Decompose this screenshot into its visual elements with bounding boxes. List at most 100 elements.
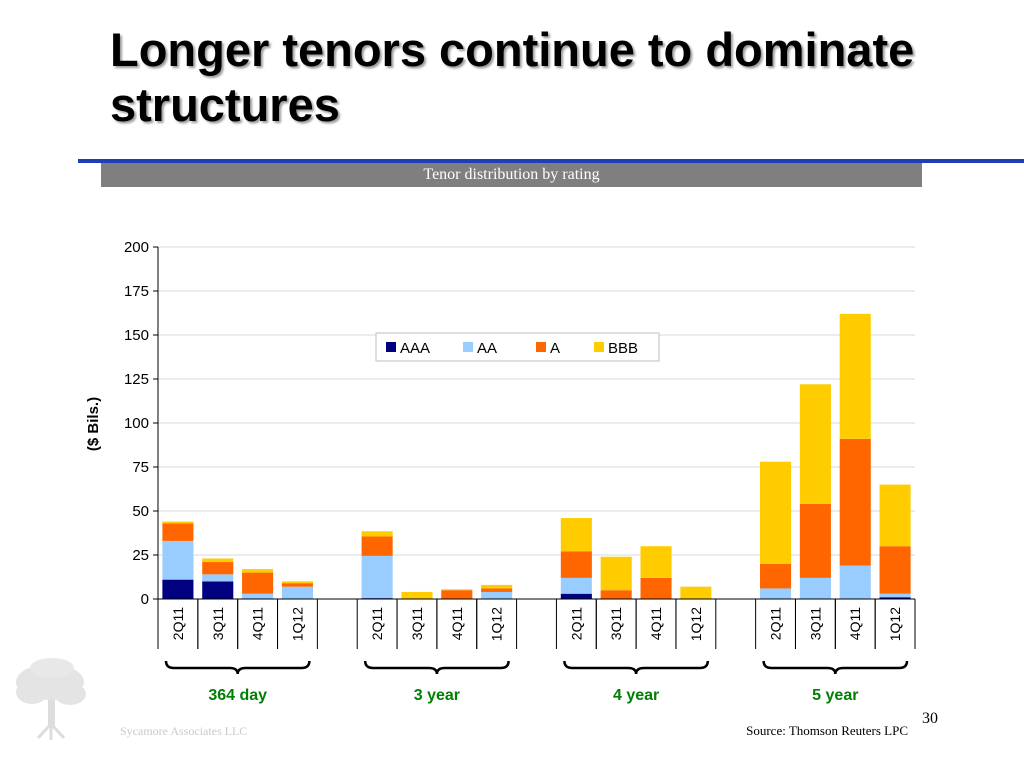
company-name: Sycamore Associates LLC [120,724,248,738]
legend-swatch-aaa [386,342,396,352]
bar-bbb [202,558,234,563]
group-brace [164,660,311,675]
group-brace [762,660,909,675]
bar-a [162,523,194,541]
bar-aa [879,593,911,598]
legend-label-a: A [550,340,560,357]
source-note: Source: Thomson Reuters LPC [746,723,908,738]
bar-a [839,438,871,566]
bar-a [441,590,473,599]
bar-a [361,536,393,556]
x-tick-label: 2Q11 [369,607,385,640]
x-tick-label: 2Q11 [170,607,186,640]
group-label: 3 year [414,687,460,704]
bar-a [242,572,274,594]
x-tick-label: 3Q11 [409,607,425,640]
legend-label-aa: AA [477,340,497,357]
x-tick-label: 4Q11 [648,607,664,640]
page-number: 30 [922,710,938,727]
bar-bbb [680,586,712,599]
title-rule [78,159,1024,163]
bar-bbb [560,518,592,552]
bar-bbb [441,589,473,591]
bar-aa [202,574,234,582]
bar-aa [799,577,831,599]
bar-aaa [879,597,911,599]
bar-aa [560,577,592,594]
bar-a [600,590,632,599]
bar-a [879,546,911,594]
bar-a [640,577,672,599]
bar-aa [361,555,393,599]
x-tick-label: 3Q11 [807,607,823,640]
bar-aaa [560,593,592,599]
x-tick-label: 1Q12 [289,607,305,641]
legend-label-bbb: BBB [608,340,638,357]
bar-bbb [600,556,632,591]
y-tick-label: 75 [132,459,149,476]
y-axis-label: ($ Bils.) [85,397,102,451]
y-tick-label: 200 [124,239,149,256]
bar-a [202,562,234,575]
chart-banner: Tenor distribution by rating [101,163,922,187]
bar-aa [839,565,871,599]
chart-groups: 364 day 3 year 4 year 5 year [164,660,909,704]
y-tick-label: 50 [132,503,149,520]
group-label: 5 year [812,687,858,704]
x-tick-label: 1Q12 [688,607,704,641]
bar-bbb [879,484,911,547]
bar-bbb [481,584,513,589]
bar-aa [760,588,792,599]
x-tick-label: 4Q11 [250,607,266,640]
x-tick-label: 3Q11 [210,607,226,640]
y-tick-label: 125 [124,371,149,388]
bar-a [760,563,792,589]
bar-bbb [760,461,792,564]
bar-bbb [839,313,871,439]
bar-aaa [202,581,234,599]
tree-logo [16,658,86,740]
y-tick-label: 100 [124,415,149,432]
x-tick-label: 3Q11 [608,607,624,640]
legend-swatch-bbb [594,342,604,352]
bar-bbb [361,531,393,537]
x-tick-label: 4Q11 [847,607,863,640]
legend-swatch-a [536,342,546,352]
bar-a [481,588,513,592]
bar-a [281,583,313,587]
bar-a [799,503,831,578]
x-tick-label: 1Q12 [887,607,903,641]
slide-title: Longer tenors continue to dominate struc… [110,23,915,131]
chart-legend: AAA AA A BBB [375,332,660,362]
y-tick-label: 150 [124,327,149,344]
bar-bbb [799,384,831,504]
group-brace [363,660,510,675]
bar-a [560,551,592,578]
legend-swatch-aa [463,342,473,352]
bar-bbb [640,546,672,578]
bar-aa [481,591,513,599]
chart-axes: 0 25 50 75 100 125 150 175 200 ($ Bils.) 2Q11 3Q11 4… [85,239,916,649]
x-tick-label: 1Q12 [489,607,505,641]
bar-aa [281,586,313,599]
group-brace [563,660,710,675]
x-tick-label: 2Q11 [568,607,584,640]
group-label: 4 year [613,687,659,704]
legend-box [375,332,660,362]
bar-bbb [281,581,313,584]
legend-label-aaa: AAA [400,340,430,357]
bar-bbb [401,591,433,599]
y-tick-label: 175 [124,283,149,300]
y-tick-label: 25 [132,547,149,564]
bar-aa [162,540,194,580]
bar-bbb [242,569,274,573]
bar-aa [242,593,274,599]
y-tick-label: 0 [141,591,149,608]
bar-aaa [162,579,194,599]
x-tick-label: 4Q11 [449,607,465,640]
chart-bars [162,313,911,599]
x-tick-label: 2Q11 [768,607,784,640]
bar-bbb [162,521,194,524]
group-label: 364 day [208,687,267,704]
